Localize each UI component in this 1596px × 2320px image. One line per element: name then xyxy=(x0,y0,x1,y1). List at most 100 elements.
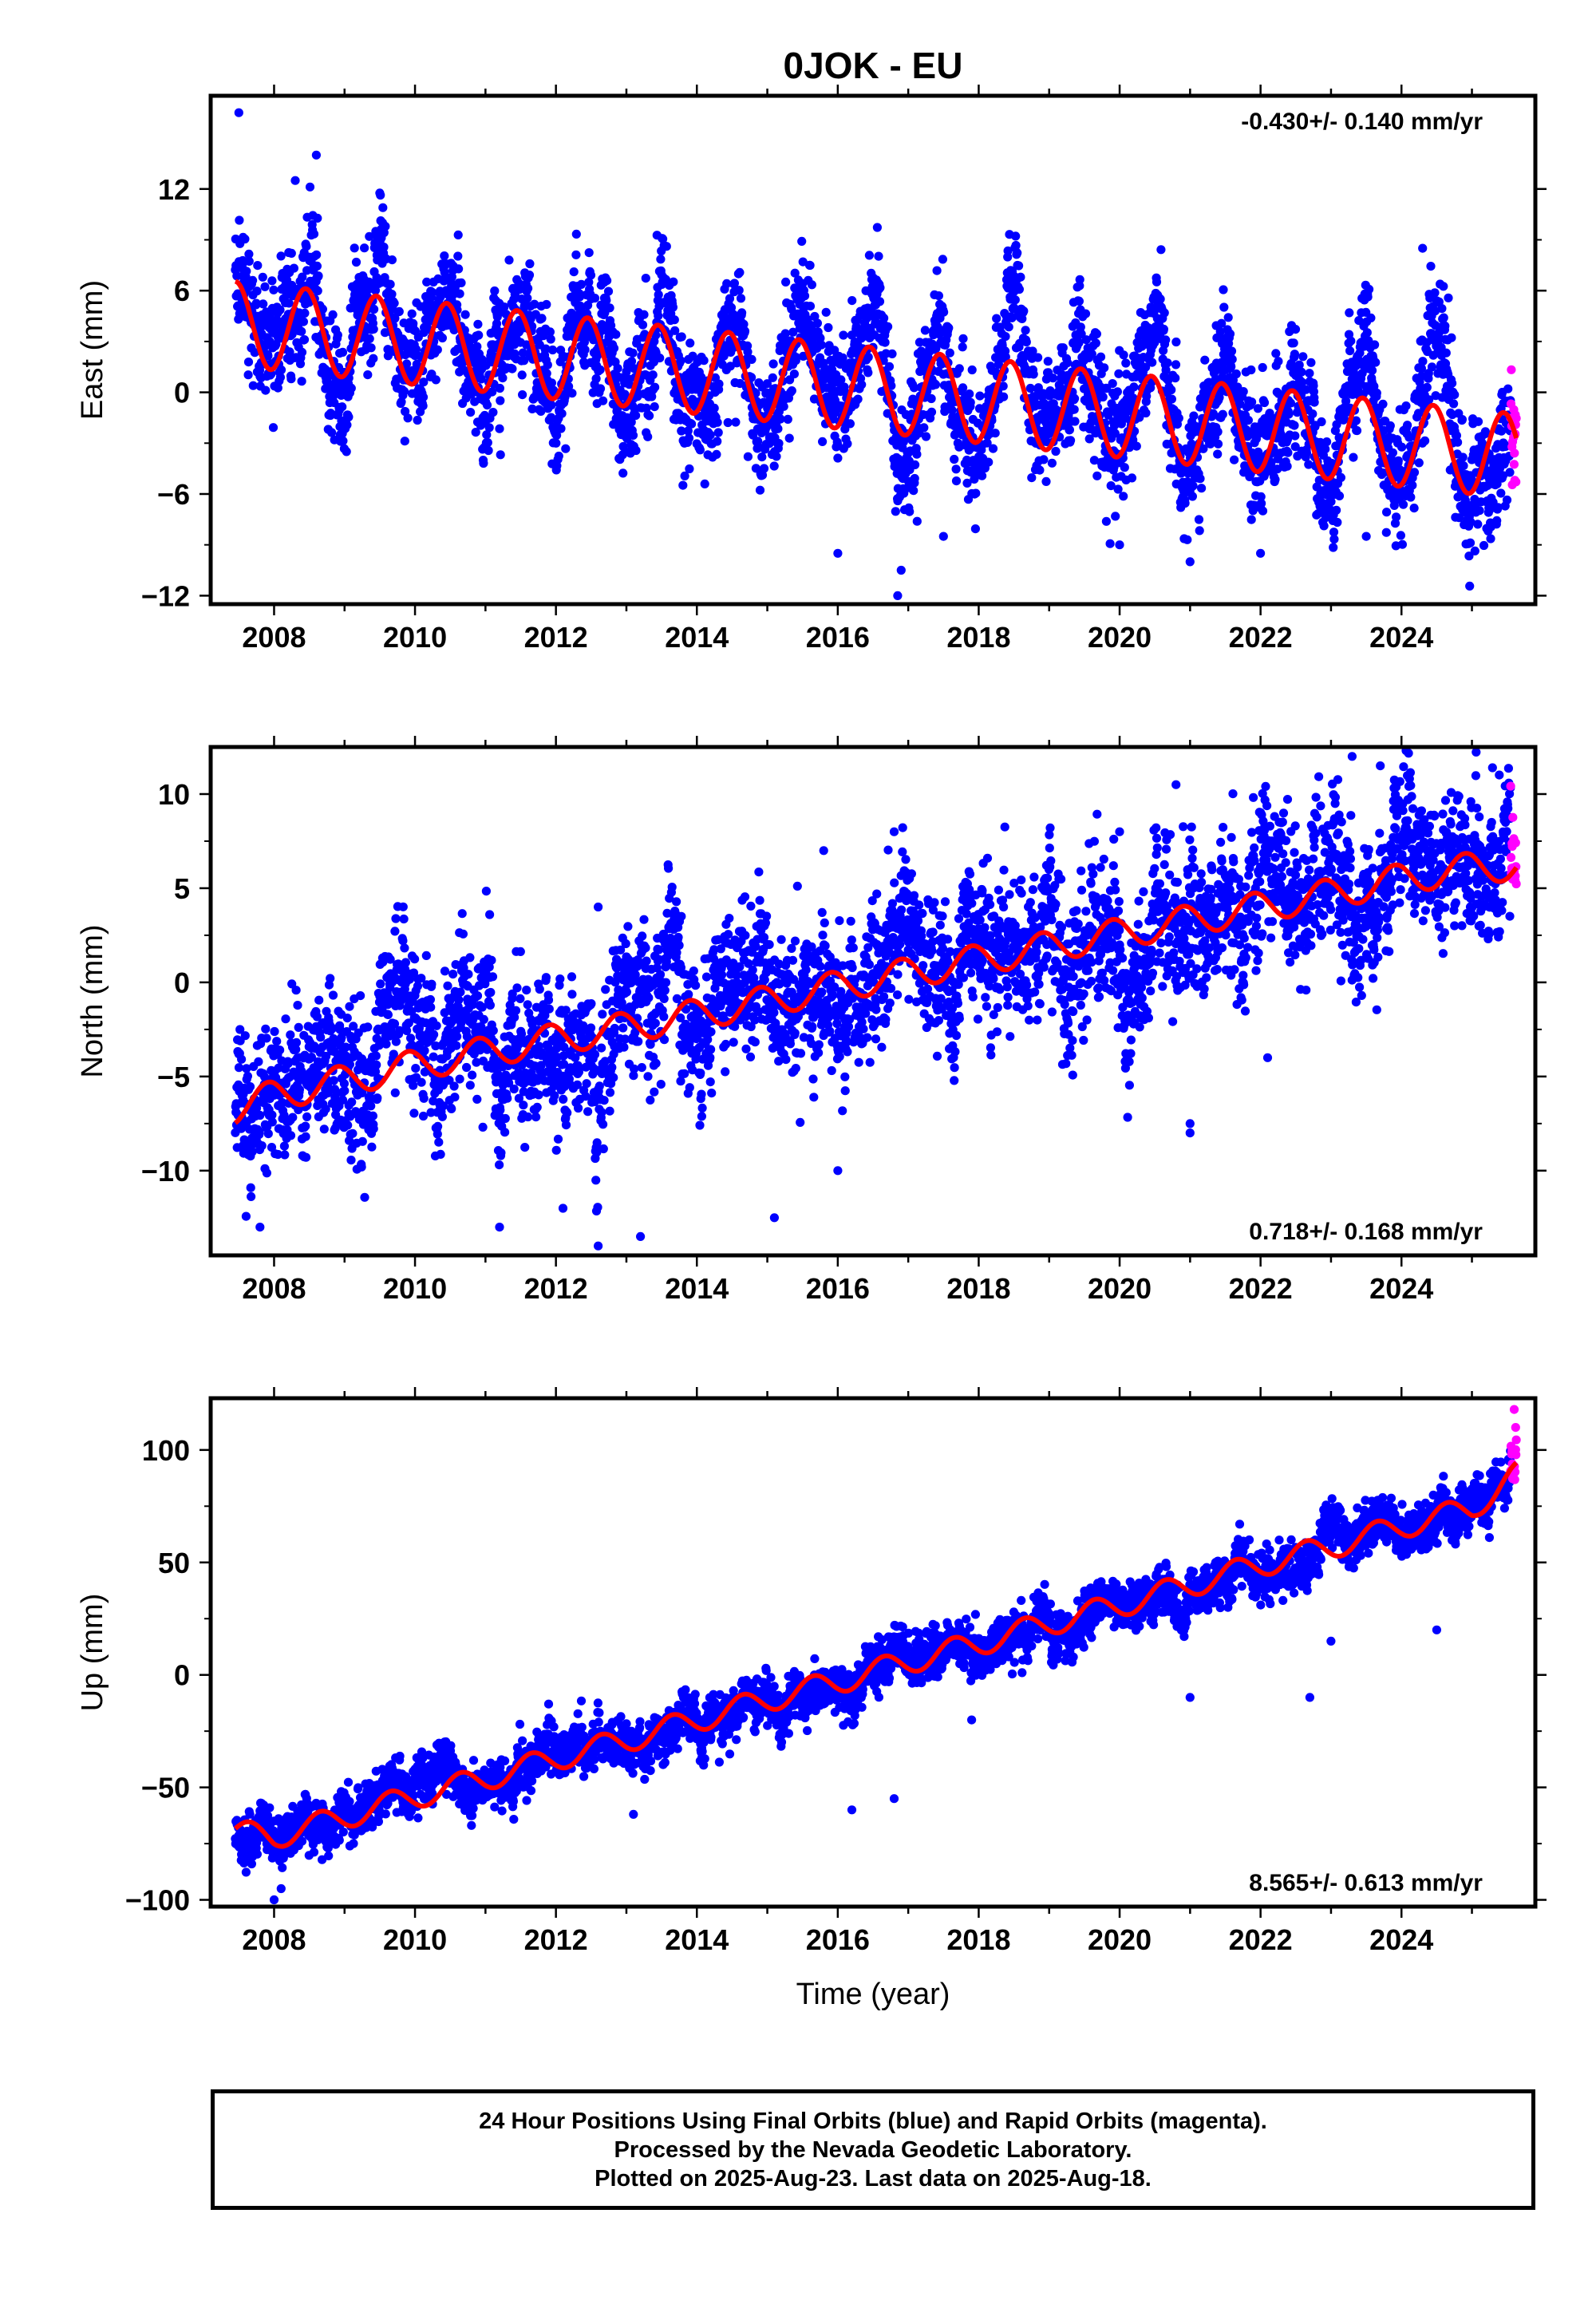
final-orbit-point xyxy=(883,322,892,331)
final-orbit-point xyxy=(1476,506,1484,515)
final-orbit-point xyxy=(398,936,407,945)
east-axis-label: East (mm) xyxy=(76,280,109,420)
final-orbit-point xyxy=(1366,314,1375,322)
final-orbit-point xyxy=(833,549,842,558)
final-orbit-point xyxy=(1128,473,1136,482)
x-tick-label: 2016 xyxy=(806,621,870,654)
final-orbit-point xyxy=(1382,528,1391,537)
final-orbit-point xyxy=(611,330,620,339)
final-orbit-point xyxy=(1230,456,1238,464)
final-orbit-point xyxy=(813,318,822,327)
final-orbit-point xyxy=(927,408,936,417)
final-orbit-point xyxy=(409,1109,418,1117)
final-orbit-point xyxy=(655,354,664,362)
final-orbit-point xyxy=(454,231,463,239)
rapid-orbit-point xyxy=(1507,366,1515,374)
final-orbit-point xyxy=(696,445,705,454)
final-orbit-point xyxy=(287,249,296,258)
final-orbit-point xyxy=(1186,557,1195,566)
final-orbit-point xyxy=(857,380,866,389)
final-orbit-point xyxy=(299,318,308,326)
final-orbit-point xyxy=(971,489,980,498)
final-orbit-point xyxy=(1260,398,1269,407)
final-orbit-point xyxy=(1005,322,1013,331)
final-orbit-point xyxy=(1305,369,1314,377)
final-orbit-point xyxy=(281,1014,290,1023)
final-orbit-point xyxy=(1398,540,1407,549)
final-orbit-point xyxy=(268,1117,277,1126)
final-orbit-point xyxy=(843,439,851,448)
final-orbit-point xyxy=(1171,373,1179,382)
final-orbit-point xyxy=(839,330,847,339)
final-orbit-point xyxy=(419,401,428,410)
final-orbit-point xyxy=(1346,337,1355,346)
final-orbit-point xyxy=(785,434,794,443)
final-orbit-point xyxy=(450,1093,459,1101)
final-orbit-point xyxy=(261,386,270,395)
final-orbit-point xyxy=(598,397,607,405)
y-tick-label: 6 xyxy=(174,275,190,307)
final-orbit-point xyxy=(488,408,497,417)
final-orbit-point xyxy=(797,237,806,246)
final-orbit-point xyxy=(1039,455,1048,464)
final-orbit-point xyxy=(537,314,546,322)
final-orbit-point xyxy=(1171,338,1180,346)
final-orbit-point xyxy=(1308,409,1317,418)
final-orbit-point xyxy=(1076,275,1084,284)
final-orbit-point xyxy=(958,334,967,343)
final-orbit-point xyxy=(269,423,278,432)
final-orbit-point xyxy=(1195,474,1204,483)
final-orbit-point xyxy=(240,235,249,243)
final-orbit-point xyxy=(757,453,766,461)
final-orbit-point xyxy=(685,338,694,347)
final-orbit-point xyxy=(881,338,890,347)
final-orbit-point xyxy=(760,464,768,472)
final-orbit-point xyxy=(400,387,409,396)
final-orbit-point xyxy=(1011,231,1020,240)
final-orbit-point xyxy=(1373,389,1381,397)
final-orbit-point xyxy=(270,1027,279,1036)
final-orbit-point xyxy=(818,437,827,446)
final-orbit-point xyxy=(1227,346,1236,355)
final-orbit-point xyxy=(1332,506,1341,515)
final-orbit-point xyxy=(824,323,832,332)
final-orbit-point xyxy=(911,474,919,483)
final-orbit-point xyxy=(413,416,422,425)
final-orbit-point xyxy=(1213,449,1222,458)
final-orbit-point xyxy=(991,429,1000,437)
final-orbit-point xyxy=(1246,366,1255,374)
final-orbit-point xyxy=(1335,492,1344,500)
x-tick-label: 2012 xyxy=(524,621,588,654)
final-orbit-point xyxy=(244,358,253,366)
final-orbit-point xyxy=(891,507,900,516)
final-orbit-point xyxy=(1247,516,1256,524)
final-orbit-point xyxy=(360,1193,369,1202)
final-orbit-point xyxy=(1156,245,1165,254)
final-orbit-point xyxy=(865,251,874,259)
final-orbit-point xyxy=(340,1086,349,1095)
final-orbit-point xyxy=(247,1192,255,1201)
final-orbit-point xyxy=(401,958,410,966)
final-orbit-point xyxy=(292,1038,301,1047)
final-orbit-point xyxy=(735,268,744,277)
final-orbit-point xyxy=(461,310,470,319)
final-orbit-point xyxy=(1022,338,1031,346)
final-orbit-point xyxy=(272,1037,281,1045)
final-orbit-point xyxy=(1048,459,1057,468)
final-orbit-point xyxy=(1440,314,1448,322)
final-orbit-point xyxy=(642,274,650,283)
final-orbit-point xyxy=(909,486,918,495)
final-orbit-point xyxy=(255,1111,264,1120)
final-orbit-point xyxy=(347,384,356,393)
final-orbit-point xyxy=(367,1143,376,1152)
final-orbit-point xyxy=(479,459,488,468)
final-orbit-point xyxy=(952,476,961,485)
final-orbit-point xyxy=(384,1010,393,1019)
final-orbit-point xyxy=(518,370,527,379)
final-orbit-point xyxy=(1092,330,1101,338)
final-orbit-point xyxy=(952,464,961,473)
final-orbit-point xyxy=(602,276,611,285)
final-orbit-point xyxy=(452,1041,460,1050)
final-orbit-point xyxy=(1120,463,1129,472)
final-orbit-point xyxy=(458,909,467,918)
